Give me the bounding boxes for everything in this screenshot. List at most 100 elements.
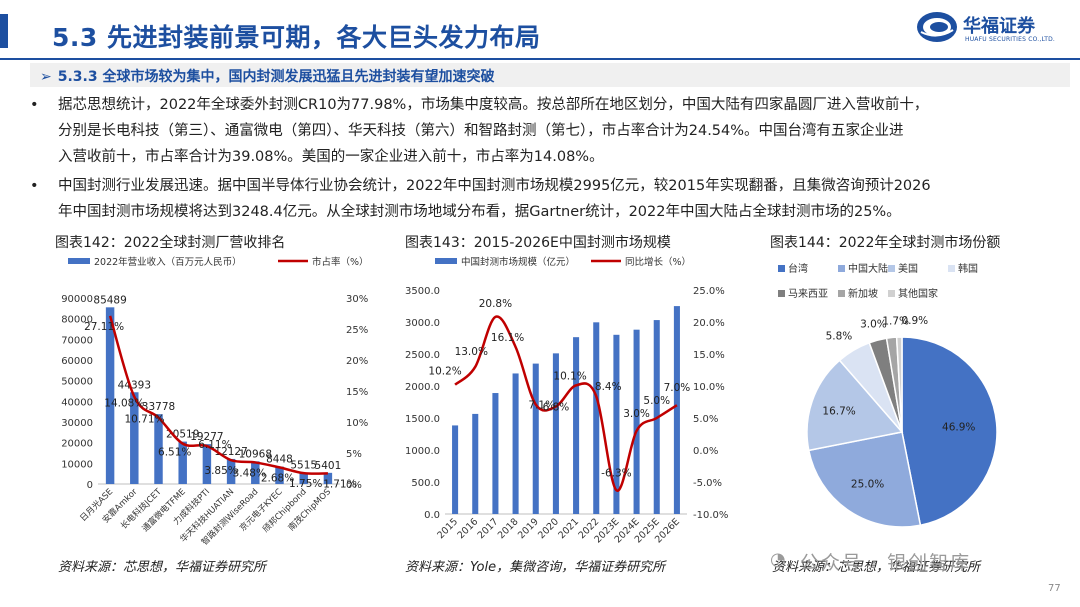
bar: [512, 373, 519, 514]
series-line: [454, 315, 678, 492]
x-tick-label: 2021: [556, 516, 581, 541]
chart-143-source: 资料来源：Yole，集微咨询，华福证券研究所: [405, 560, 666, 575]
bar-value-label: 33778: [142, 401, 175, 413]
pie-value-label: 3.0%: [860, 319, 887, 331]
header-rule: [0, 58, 1080, 60]
line-value-label: 14.08%: [104, 398, 144, 410]
line-value-label: 5.0%: [643, 395, 670, 407]
legend-swatch-bar: [68, 258, 90, 264]
chart-143-title: 图表143：2015-2026E中国封测市场规模: [405, 235, 671, 251]
legend-label: 新加坡: [848, 287, 878, 300]
chart-142-source: 资料来源：芯思想，华福证券研究所: [58, 560, 267, 575]
x-tick-label: 2019: [516, 516, 541, 541]
legend-label: 美国: [898, 262, 918, 275]
bar: [226, 458, 236, 484]
line-value-label: 20.8%: [479, 298, 512, 310]
bar: [573, 337, 580, 514]
bar: [105, 307, 115, 484]
line-value-label: 1.71%: [323, 478, 356, 490]
pie-slice: [807, 431, 922, 528]
title-accent: [0, 14, 8, 48]
line-value-label: 3.85%: [204, 465, 237, 477]
y-right-tick-label: 10%: [346, 418, 368, 429]
bar: [633, 329, 640, 514]
bar: [472, 413, 479, 514]
legend-label: 台湾: [788, 262, 808, 275]
pie-value-label: 16.7%: [822, 405, 855, 417]
line-value-label: 13.0%: [455, 346, 488, 358]
x-tick-label: 长电科技JCET: [118, 486, 164, 532]
line-value-label: 3.0%: [623, 408, 650, 420]
bar: [452, 425, 459, 514]
logo-subtitle: HUAFU SECURITIES CO.,LTD.: [965, 36, 1056, 43]
logo-name: 华福证券: [963, 16, 1035, 37]
bar: [593, 322, 600, 514]
x-tick-label: 2018: [496, 516, 521, 541]
pie-value-label: 1.7%: [882, 316, 909, 328]
line-value-label: 1.75%: [289, 478, 322, 490]
legend-label-bar: 中国封测市场规模（亿元）: [461, 256, 575, 268]
y-left-tick-label: 0: [87, 480, 93, 491]
pie-value-label: 0.9%: [901, 315, 928, 327]
bullet-2-line-2: 年中国封测市场规模将达到3248.4亿元。从全球封测市场地域分布看，据Gartn…: [58, 204, 901, 220]
y-right-tick-label: 25.0%: [693, 286, 725, 297]
legend-label-bar: 2022年营业收入（百万元人民币）: [94, 256, 242, 268]
subheading-band: [30, 63, 1070, 87]
wechat-icon: ◔: [770, 549, 786, 570]
x-tick-label: 2017: [476, 516, 501, 541]
line-value-label: 2.68%: [261, 472, 294, 484]
pie-value-label: 25.0%: [851, 478, 884, 490]
bar: [154, 414, 163, 484]
line-value-label: 16.1%: [491, 332, 524, 344]
series-line: [108, 315, 328, 475]
legend-swatch: [838, 290, 845, 297]
legend-label-line: 同比增长（%）: [625, 256, 691, 268]
bullet-dot: •: [30, 178, 39, 194]
line-value-label: 10.1%: [553, 370, 586, 382]
subheading-text: 5.3.3 全球市场较为集中，国内封测发展迅猛且先进封装有望加速突破: [57, 69, 495, 85]
pie-value-label: 46.9%: [942, 421, 975, 433]
bar-value-label: 5401: [315, 460, 342, 472]
line-value-label: 3.48%: [233, 467, 266, 479]
y-left-tick-label: 3000.0: [405, 318, 440, 329]
y-left-tick-label: 1000.0: [405, 446, 440, 457]
line-value-label: 6.8%: [543, 401, 570, 413]
chart-142: 2022年营业收入（百万元人民币） 市占率（%） 0 10000 20000 30000 4…: [61, 256, 369, 548]
y-left-tick-label: 30000: [61, 418, 93, 429]
y-right-tick-label: 30%: [346, 294, 368, 305]
bar: [251, 461, 260, 484]
line-value-label: -6.3%: [601, 467, 631, 479]
bar: [299, 472, 308, 484]
legend-label: 韩国: [958, 262, 978, 275]
y-left-tick-label: 2000.0: [405, 382, 440, 393]
pie-slice: [895, 336, 903, 433]
y-right-tick-label: -10.0%: [693, 510, 728, 521]
y-right-tick-label: 25%: [346, 325, 368, 336]
y-left-tick-label: 40000: [61, 397, 93, 408]
line-value-label: 8.4%: [595, 381, 622, 393]
legend-label-line: 市占率（%）: [312, 256, 369, 268]
legend-swatch: [778, 290, 785, 297]
page-title: 5.3 先进封装前景可期，各大巨头发力布局: [52, 23, 541, 52]
y-right-tick-label: 20%: [346, 356, 368, 367]
legend-label: 中国大陆: [848, 262, 888, 275]
bar-value-label: 8448: [266, 454, 293, 466]
y-left-tick-label: 0.0: [424, 510, 440, 521]
bar: [613, 334, 620, 514]
legend-swatch: [838, 265, 845, 272]
bar: [178, 441, 187, 484]
line-value-label: 6.11%: [198, 439, 231, 451]
bar: [202, 444, 212, 484]
bar: [323, 472, 333, 484]
bar-value-label: 44393: [118, 379, 151, 391]
arrow-icon: ➢: [40, 69, 52, 85]
y-right-tick-label: -5.0%: [693, 478, 722, 489]
huafu-logo-icon: [917, 12, 957, 42]
bar-value-label: 19277: [190, 431, 223, 443]
bar: [130, 392, 139, 484]
bar-value-label: 85489: [93, 294, 126, 306]
y-right-tick-label: 20.0%: [693, 318, 725, 329]
pie-slice: [901, 336, 998, 527]
y-left-tick-label: 2500.0: [405, 350, 440, 361]
legend-swatch: [888, 265, 895, 272]
